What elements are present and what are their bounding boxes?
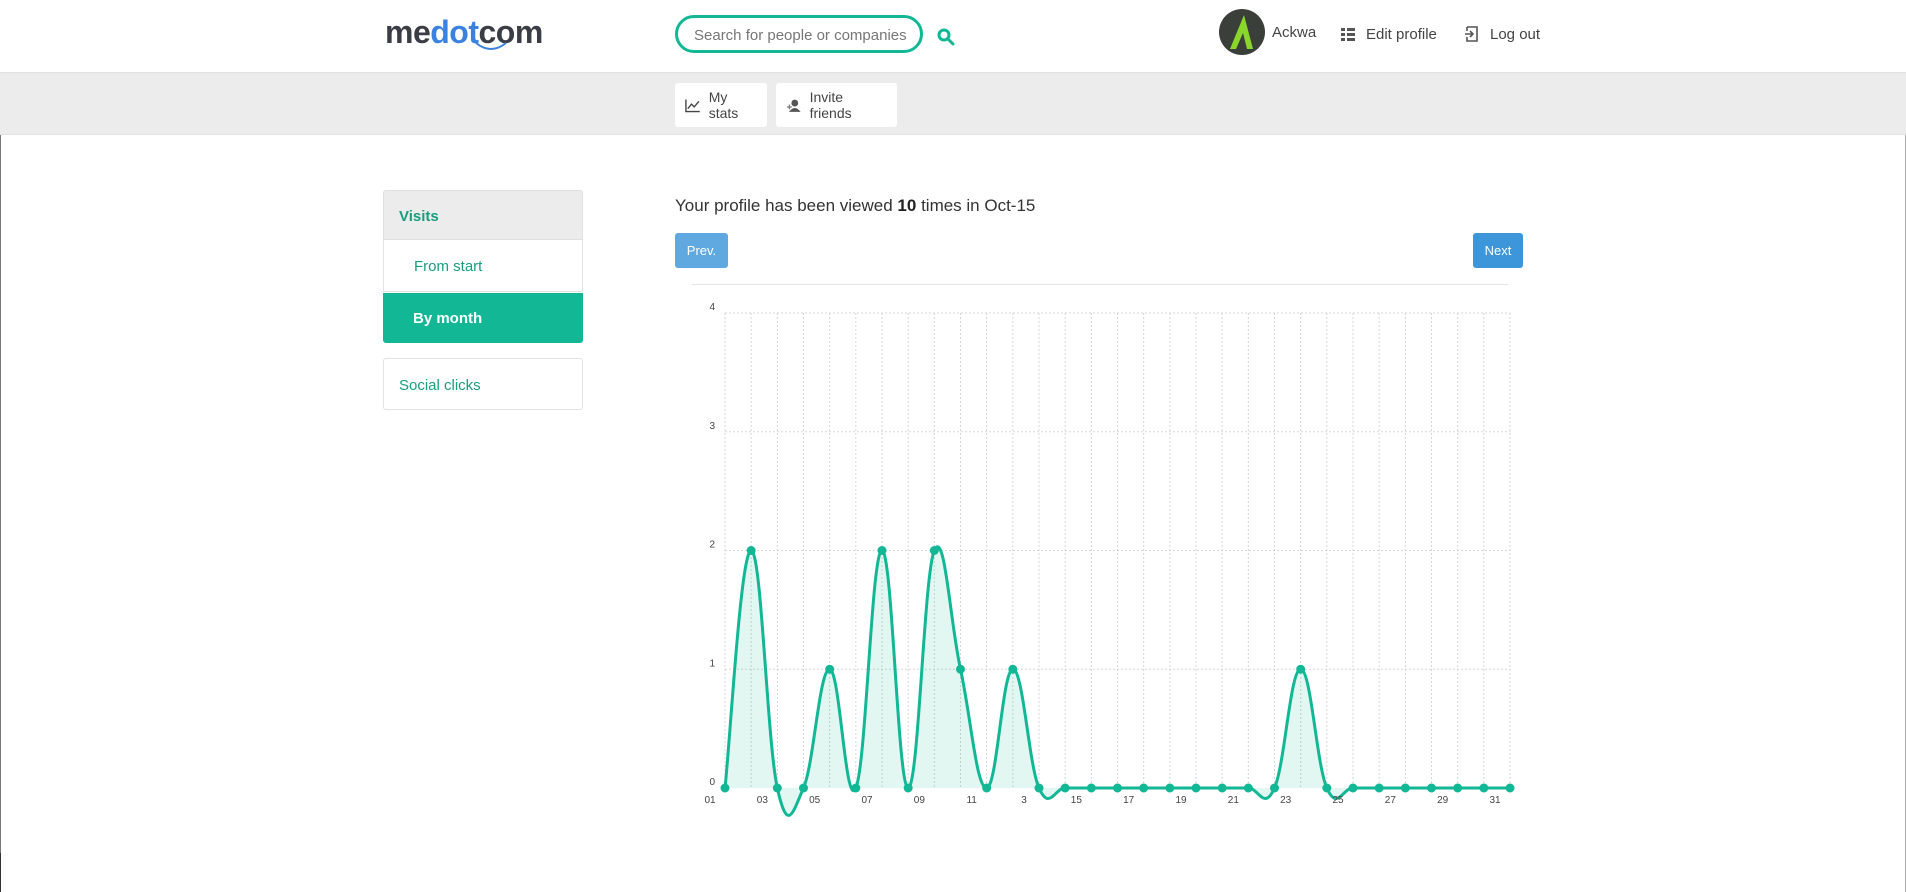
sidebar-from-start-label: From start (414, 258, 483, 275)
data-point (1217, 783, 1227, 793)
next-button[interactable]: Next (1473, 233, 1523, 268)
x-tick-label: 25 (1332, 795, 1344, 806)
logout-label: Log out (1490, 25, 1541, 43)
data-point (982, 783, 992, 793)
data-point (1034, 783, 1044, 793)
data-point (929, 546, 939, 555)
data-point (1479, 783, 1489, 793)
sidebar-item-social-clicks[interactable]: Social clicks (383, 358, 583, 410)
data-point (1165, 783, 1175, 793)
data-point (1505, 783, 1515, 793)
sidebar-visits-label: Visits (399, 208, 439, 225)
y-tick-label: 1 (709, 658, 715, 669)
x-tick-label: 19 (1175, 795, 1187, 806)
person-icon (786, 99, 801, 112)
search-box (675, 15, 923, 53)
data-point (1374, 783, 1384, 793)
data-point (772, 783, 782, 793)
site-logo[interactable]: medotcom (385, 14, 543, 51)
sidebar-item-by-month[interactable]: By month (383, 293, 583, 343)
sidebar-item-from-start[interactable]: From start (383, 240, 583, 292)
data-point (1427, 783, 1436, 793)
y-tick-label: 0 (709, 777, 715, 788)
data-point (825, 664, 835, 674)
data-point (746, 546, 756, 555)
summary-count: 10 (897, 196, 917, 215)
views-summary: Your profile has been viewed 10 times in… (675, 196, 1035, 216)
data-point (903, 783, 913, 793)
y-tick-label: 4 (709, 302, 715, 313)
data-point (1008, 664, 1018, 674)
window-bottom-edge (0, 853, 1, 892)
edit-profile-link[interactable]: Edit profile (1340, 22, 1437, 46)
prev-button[interactable]: Prev. (675, 233, 728, 268)
summary-suffix: times in Oct-15 (916, 196, 1036, 215)
avatar-logo-icon (1230, 15, 1253, 49)
data-point (1270, 783, 1279, 793)
x-tick-label: 09 (914, 795, 926, 806)
data-point (1348, 783, 1358, 793)
data-point (877, 546, 887, 555)
my-stats-label: My stats (708, 89, 739, 121)
x-tick-label: 17 (1123, 795, 1135, 806)
search-icon[interactable] (936, 27, 956, 47)
logo-part-com: com (478, 14, 544, 50)
x-tick-label: 29 (1437, 795, 1449, 806)
data-point (1139, 783, 1149, 793)
x-tick-label: 23 (1280, 795, 1292, 806)
y-tick-label: 3 (709, 421, 715, 432)
data-point (1191, 783, 1201, 793)
x-tick-label: 11 (966, 795, 977, 806)
x-tick-label: 07 (861, 795, 873, 806)
my-stats-button[interactable]: My stats (675, 83, 767, 127)
invite-friends-label: Invite friends (809, 89, 852, 121)
data-point (1060, 783, 1070, 793)
invite-friends-button[interactable]: Invite friends (776, 83, 897, 127)
sidebar-social-clicks-label: Social clicks (399, 377, 481, 394)
logo-part-dot: dot (430, 14, 479, 50)
x-tick-label: 31 (1489, 795, 1501, 806)
data-point (851, 783, 861, 793)
x-tick-label: 27 (1385, 795, 1397, 806)
data-point (1453, 783, 1463, 793)
x-tick-label: 01 (704, 795, 716, 806)
sidebar-visits-header: Visits (383, 190, 583, 240)
chart-icon (685, 98, 700, 112)
window-left-edge (0, 0, 1, 892)
sub-navigation-bar: My stats Invite friends (0, 72, 1906, 135)
data-point (1400, 783, 1410, 793)
data-point (1322, 783, 1332, 793)
user-name[interactable]: Ackwa (1272, 24, 1317, 41)
list-icon (1341, 28, 1355, 41)
logo-smile-icon (475, 42, 507, 50)
series-area-fill (725, 546, 1510, 816)
summary-prefix: Your profile has been viewed (675, 196, 898, 215)
data-point (956, 664, 965, 674)
logo-part-me: me (385, 14, 431, 50)
x-tick-label: 15 (1071, 795, 1083, 806)
top-header: medotcom Ackwa Edit profile Log out (0, 0, 1906, 72)
data-point (1113, 783, 1122, 793)
x-tick-label: 21 (1228, 795, 1240, 806)
x-tick-label: 03 (757, 795, 769, 806)
avatar[interactable] (1219, 9, 1265, 55)
data-point (1243, 783, 1253, 793)
logout-link[interactable]: Log out (1464, 22, 1540, 46)
data-point (720, 783, 730, 793)
data-point (1086, 783, 1096, 793)
search-input[interactable] (692, 18, 916, 52)
y-tick-label: 2 (709, 540, 715, 551)
logout-icon (1465, 26, 1478, 42)
data-point (799, 783, 808, 793)
edit-profile-label: Edit profile (1366, 25, 1437, 43)
sidebar-by-month-label: By month (413, 310, 483, 327)
chart-divider (692, 284, 1508, 285)
data-point (1296, 664, 1306, 674)
x-tick-label: 3 (1021, 795, 1027, 806)
x-tick-label: 05 (809, 795, 821, 806)
